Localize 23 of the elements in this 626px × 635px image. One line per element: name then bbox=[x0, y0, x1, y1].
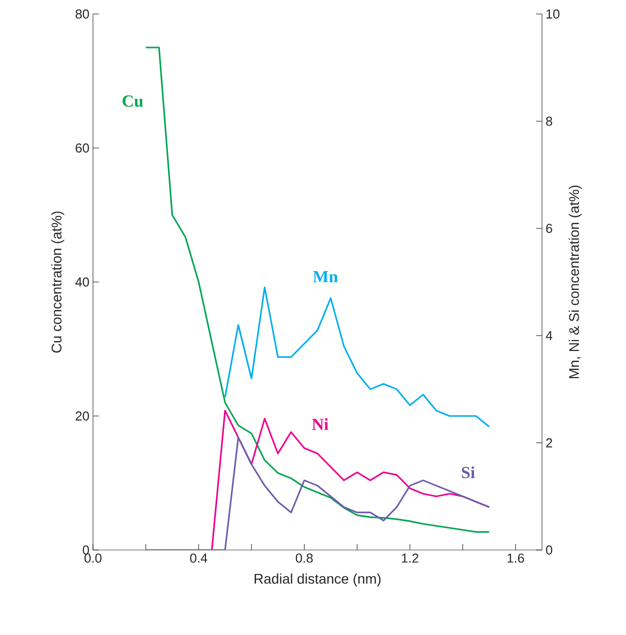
series-label: Si bbox=[462, 466, 475, 478]
x-tick-label: 0.8 bbox=[296, 554, 313, 563]
y2-tick-label: 6 bbox=[546, 224, 552, 233]
y-axis-title: Cu concentration (at%) bbox=[51, 212, 64, 353]
y2-axis-title: Mn, Ni & Si concentration (at%) bbox=[568, 186, 582, 378]
x-tick-label: 1.6 bbox=[508, 554, 524, 563]
y2-tick-label: 10 bbox=[546, 9, 560, 19]
series-label: Ni bbox=[312, 418, 328, 430]
y2-tick-label: 0 bbox=[546, 545, 552, 555]
y2-tick-label: 8 bbox=[546, 116, 552, 126]
series-label: Cu bbox=[122, 95, 143, 107]
x-tick-label: 0.0 bbox=[84, 554, 102, 563]
y2-tick-label: 2 bbox=[546, 438, 552, 448]
series-label: Mn bbox=[313, 271, 338, 282]
y-tick-label: 0 bbox=[82, 545, 89, 555]
x-tick-label: 0.4 bbox=[190, 554, 208, 563]
y-tick-label: 40 bbox=[75, 277, 89, 287]
x-axis-title: Radial distance (nm) bbox=[254, 574, 381, 587]
x-tick-label: 1.2 bbox=[402, 554, 418, 563]
y2-tick-label: 4 bbox=[546, 331, 552, 340]
y-tick-label: 80 bbox=[76, 9, 89, 19]
y-tick-label: 20 bbox=[76, 411, 89, 421]
y-tick-label: 60 bbox=[76, 143, 89, 153]
